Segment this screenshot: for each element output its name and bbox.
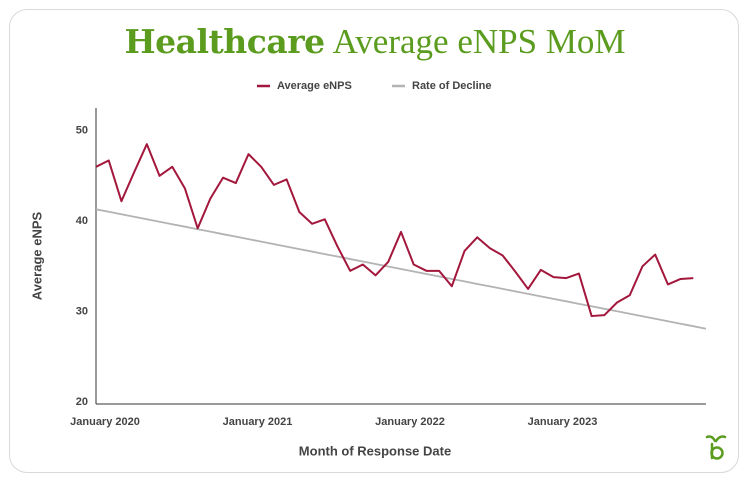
y-tick-label: 50	[76, 125, 88, 137]
line-series	[95, 208, 707, 330]
y-tick-label: 30	[76, 305, 88, 317]
y-tick-label: 20	[76, 396, 88, 408]
y-axis-title: Average eNPS	[29, 211, 44, 300]
chart-title: Healthcare Average eNPS MoM	[0, 22, 750, 62]
x-tick-label: January 2022	[375, 416, 445, 428]
title-emphasis: Healthcare	[124, 22, 325, 61]
legend-label: Rate of Decline	[412, 80, 491, 92]
title-rest: Average eNPS MoM	[332, 22, 626, 61]
legend-label: Average eNPS	[277, 80, 352, 92]
x-tick-label: January 2020	[70, 416, 140, 428]
x-axis-title: Month of Response Date	[299, 443, 451, 458]
x-tick-label: January 2023	[528, 416, 598, 428]
x-tick-label: January 2021	[223, 416, 293, 428]
logo	[705, 435, 727, 460]
line-series	[95, 143, 694, 318]
card	[9, 9, 739, 473]
y-tick-label: 40	[76, 215, 88, 227]
